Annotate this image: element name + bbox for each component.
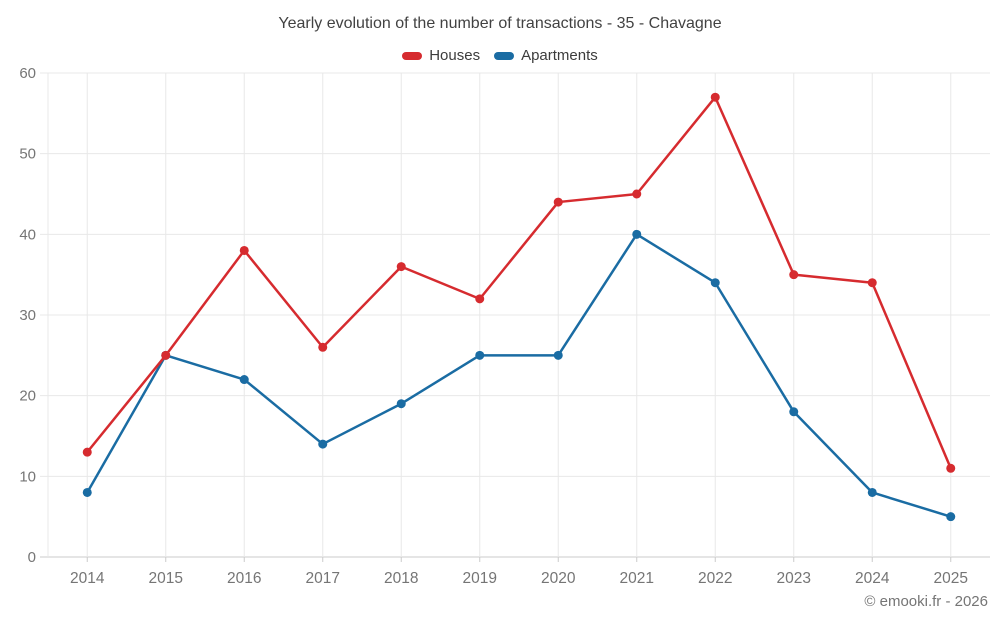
x-axis-label: 2019 <box>463 570 497 587</box>
data-point-houses[interactable] <box>396 262 406 272</box>
data-point-apartments[interactable] <box>789 407 799 417</box>
x-axis-label: 2015 <box>149 570 183 587</box>
data-point-houses[interactable] <box>710 92 720 102</box>
y-axis-label: 0 <box>28 549 36 566</box>
data-point-houses[interactable] <box>946 463 956 473</box>
series-line-houses[interactable] <box>86 95 952 470</box>
x-axis-label: 2023 <box>777 570 811 587</box>
y-axis-label: 50 <box>19 146 36 163</box>
series-line-apartments[interactable] <box>86 233 952 518</box>
data-point-apartments[interactable] <box>632 229 642 239</box>
x-axis-label: 2014 <box>70 570 105 587</box>
data-point-apartments[interactable] <box>553 350 563 360</box>
legend: Houses Apartments <box>0 47 1000 64</box>
data-point-houses[interactable] <box>475 294 485 304</box>
data-point-apartments[interactable] <box>82 487 92 497</box>
data-point-houses[interactable] <box>632 189 642 199</box>
legend-label-houses: Houses <box>429 47 481 64</box>
chart-title: Yearly evolution of the number of transa… <box>278 15 722 32</box>
data-point-apartments[interactable] <box>475 350 485 360</box>
x-axis-label: 2018 <box>384 570 418 587</box>
data-point-apartments[interactable] <box>396 399 406 409</box>
houses-swatch-icon <box>402 51 423 60</box>
apartments-swatch-icon <box>494 51 515 60</box>
x-axis-label: 2021 <box>620 570 654 587</box>
y-axis-label: 40 <box>19 226 36 243</box>
data-point-apartments[interactable] <box>710 278 720 288</box>
data-point-apartments[interactable] <box>867 487 877 497</box>
x-axis-label: 2020 <box>541 570 576 587</box>
data-point-apartments[interactable] <box>318 439 328 449</box>
x-axis-label: 2025 <box>934 570 968 587</box>
data-point-houses[interactable] <box>553 197 563 207</box>
y-axis-label: 30 <box>19 307 36 324</box>
y-axis-label: 20 <box>19 388 36 405</box>
data-point-houses[interactable] <box>318 342 328 352</box>
legend-label-apartments: Apartments <box>521 47 598 64</box>
x-axis-label: 2024 <box>855 570 890 587</box>
x-axis-label: 2022 <box>698 570 732 587</box>
data-point-houses[interactable] <box>239 245 249 255</box>
data-point-houses[interactable] <box>867 278 877 288</box>
x-axis-label: 2016 <box>227 570 261 587</box>
y-axis-label: 10 <box>19 468 36 485</box>
data-point-houses[interactable] <box>82 447 92 457</box>
data-point-apartments[interactable] <box>239 375 249 385</box>
legend-item-apartments[interactable]: Apartments <box>494 47 598 64</box>
data-point-apartments[interactable] <box>946 512 956 522</box>
data-point-houses[interactable] <box>789 270 799 280</box>
data-point-houses[interactable] <box>161 350 171 360</box>
x-axis-label: 2017 <box>306 570 340 587</box>
footer-credit: © emooki.fr - 2026 <box>864 593 988 610</box>
legend-item-houses[interactable]: Houses <box>402 47 480 64</box>
y-axis-label: 60 <box>19 65 36 82</box>
